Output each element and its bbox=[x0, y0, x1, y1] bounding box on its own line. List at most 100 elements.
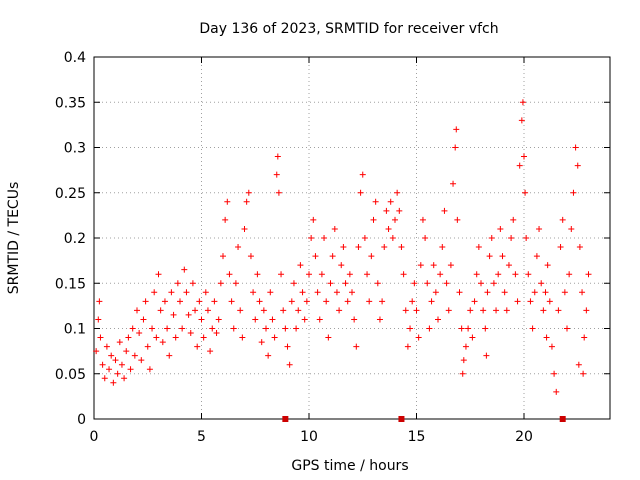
data-point bbox=[222, 216, 229, 223]
data-point bbox=[544, 262, 551, 269]
data-point bbox=[96, 298, 103, 305]
data-point bbox=[379, 298, 386, 305]
data-point bbox=[527, 298, 534, 305]
data-point bbox=[529, 325, 536, 332]
data-point bbox=[252, 316, 259, 323]
data-point bbox=[460, 357, 467, 364]
data-point bbox=[168, 289, 175, 296]
y-axis-label: SRMTID / TECUs bbox=[6, 182, 22, 295]
data-point bbox=[575, 361, 582, 368]
data-point bbox=[522, 189, 529, 196]
data-point bbox=[310, 216, 317, 223]
data-point bbox=[127, 366, 134, 373]
data-point bbox=[445, 307, 452, 314]
data-point bbox=[125, 334, 132, 341]
data-point bbox=[284, 343, 291, 350]
y-tick-label: 0.35 bbox=[55, 95, 86, 111]
data-point bbox=[353, 343, 360, 350]
data-point bbox=[374, 280, 381, 287]
data-point bbox=[146, 366, 153, 373]
data-point bbox=[392, 216, 398, 223]
data-point bbox=[327, 280, 334, 287]
data-point bbox=[293, 325, 300, 332]
data-point bbox=[402, 307, 409, 314]
data-point bbox=[493, 307, 500, 314]
data-point bbox=[286, 361, 293, 368]
data-point bbox=[256, 298, 263, 305]
data-point bbox=[499, 253, 506, 260]
data-point bbox=[209, 325, 216, 332]
data-point bbox=[187, 330, 194, 337]
data-point bbox=[217, 280, 224, 287]
data-point bbox=[306, 271, 312, 278]
data-point bbox=[357, 189, 364, 196]
data-point bbox=[220, 253, 226, 260]
data-point bbox=[303, 298, 310, 305]
data-point bbox=[301, 316, 308, 323]
data-point bbox=[265, 352, 272, 359]
data-point bbox=[312, 253, 319, 260]
data-point bbox=[495, 271, 502, 278]
data-point bbox=[108, 352, 115, 359]
data-point bbox=[443, 280, 450, 287]
data-point bbox=[542, 289, 549, 296]
data-point bbox=[299, 289, 306, 296]
data-point bbox=[170, 311, 177, 318]
data-point bbox=[349, 289, 355, 296]
data-point bbox=[450, 180, 457, 187]
data-point bbox=[483, 352, 490, 359]
data-point bbox=[381, 244, 388, 251]
data-point bbox=[488, 235, 495, 241]
data-point bbox=[417, 262, 424, 269]
data-point bbox=[269, 316, 276, 323]
data-point bbox=[331, 225, 338, 232]
data-point bbox=[213, 330, 220, 337]
data-point bbox=[482, 325, 489, 332]
data-point bbox=[342, 280, 349, 287]
data-point bbox=[114, 370, 121, 377]
data-point bbox=[505, 262, 512, 269]
data-point bbox=[385, 225, 392, 232]
data-point bbox=[134, 307, 140, 314]
data-point bbox=[536, 225, 543, 232]
data-point bbox=[389, 235, 396, 241]
data-point bbox=[164, 325, 171, 332]
x-tick-label: 5 bbox=[197, 429, 206, 445]
data-point bbox=[121, 375, 128, 382]
data-point bbox=[581, 334, 588, 341]
data-point bbox=[370, 216, 377, 223]
data-point bbox=[441, 207, 448, 214]
chart-title: Day 136 of 2023, SRMTID for receiver vfc… bbox=[199, 21, 498, 37]
data-point bbox=[533, 253, 540, 260]
data-point bbox=[555, 307, 562, 314]
data-point bbox=[116, 339, 123, 346]
data-point bbox=[490, 280, 497, 287]
y-tick-label: 0.4 bbox=[64, 50, 86, 66]
data-point bbox=[574, 162, 581, 169]
data-point bbox=[226, 271, 233, 278]
data-point bbox=[484, 289, 491, 296]
data-point bbox=[172, 334, 179, 341]
data-point bbox=[422, 235, 429, 241]
data-point bbox=[112, 357, 119, 364]
data-point bbox=[428, 298, 435, 305]
data-point bbox=[508, 235, 515, 241]
data-point bbox=[185, 311, 192, 318]
data-point bbox=[142, 298, 149, 305]
data-point bbox=[458, 325, 465, 332]
data-point bbox=[159, 339, 166, 346]
data-point bbox=[501, 289, 508, 296]
data-point bbox=[469, 334, 476, 341]
data-point bbox=[144, 343, 151, 350]
data-point bbox=[314, 289, 321, 296]
data-point bbox=[454, 216, 461, 223]
data-point bbox=[183, 289, 190, 296]
data-point bbox=[557, 244, 564, 251]
data-point bbox=[361, 235, 368, 241]
axis-marker bbox=[559, 416, 566, 422]
data-point bbox=[295, 307, 302, 314]
data-point bbox=[368, 253, 375, 260]
data-point bbox=[572, 144, 579, 151]
data-point bbox=[118, 361, 125, 368]
data-point bbox=[439, 244, 446, 251]
